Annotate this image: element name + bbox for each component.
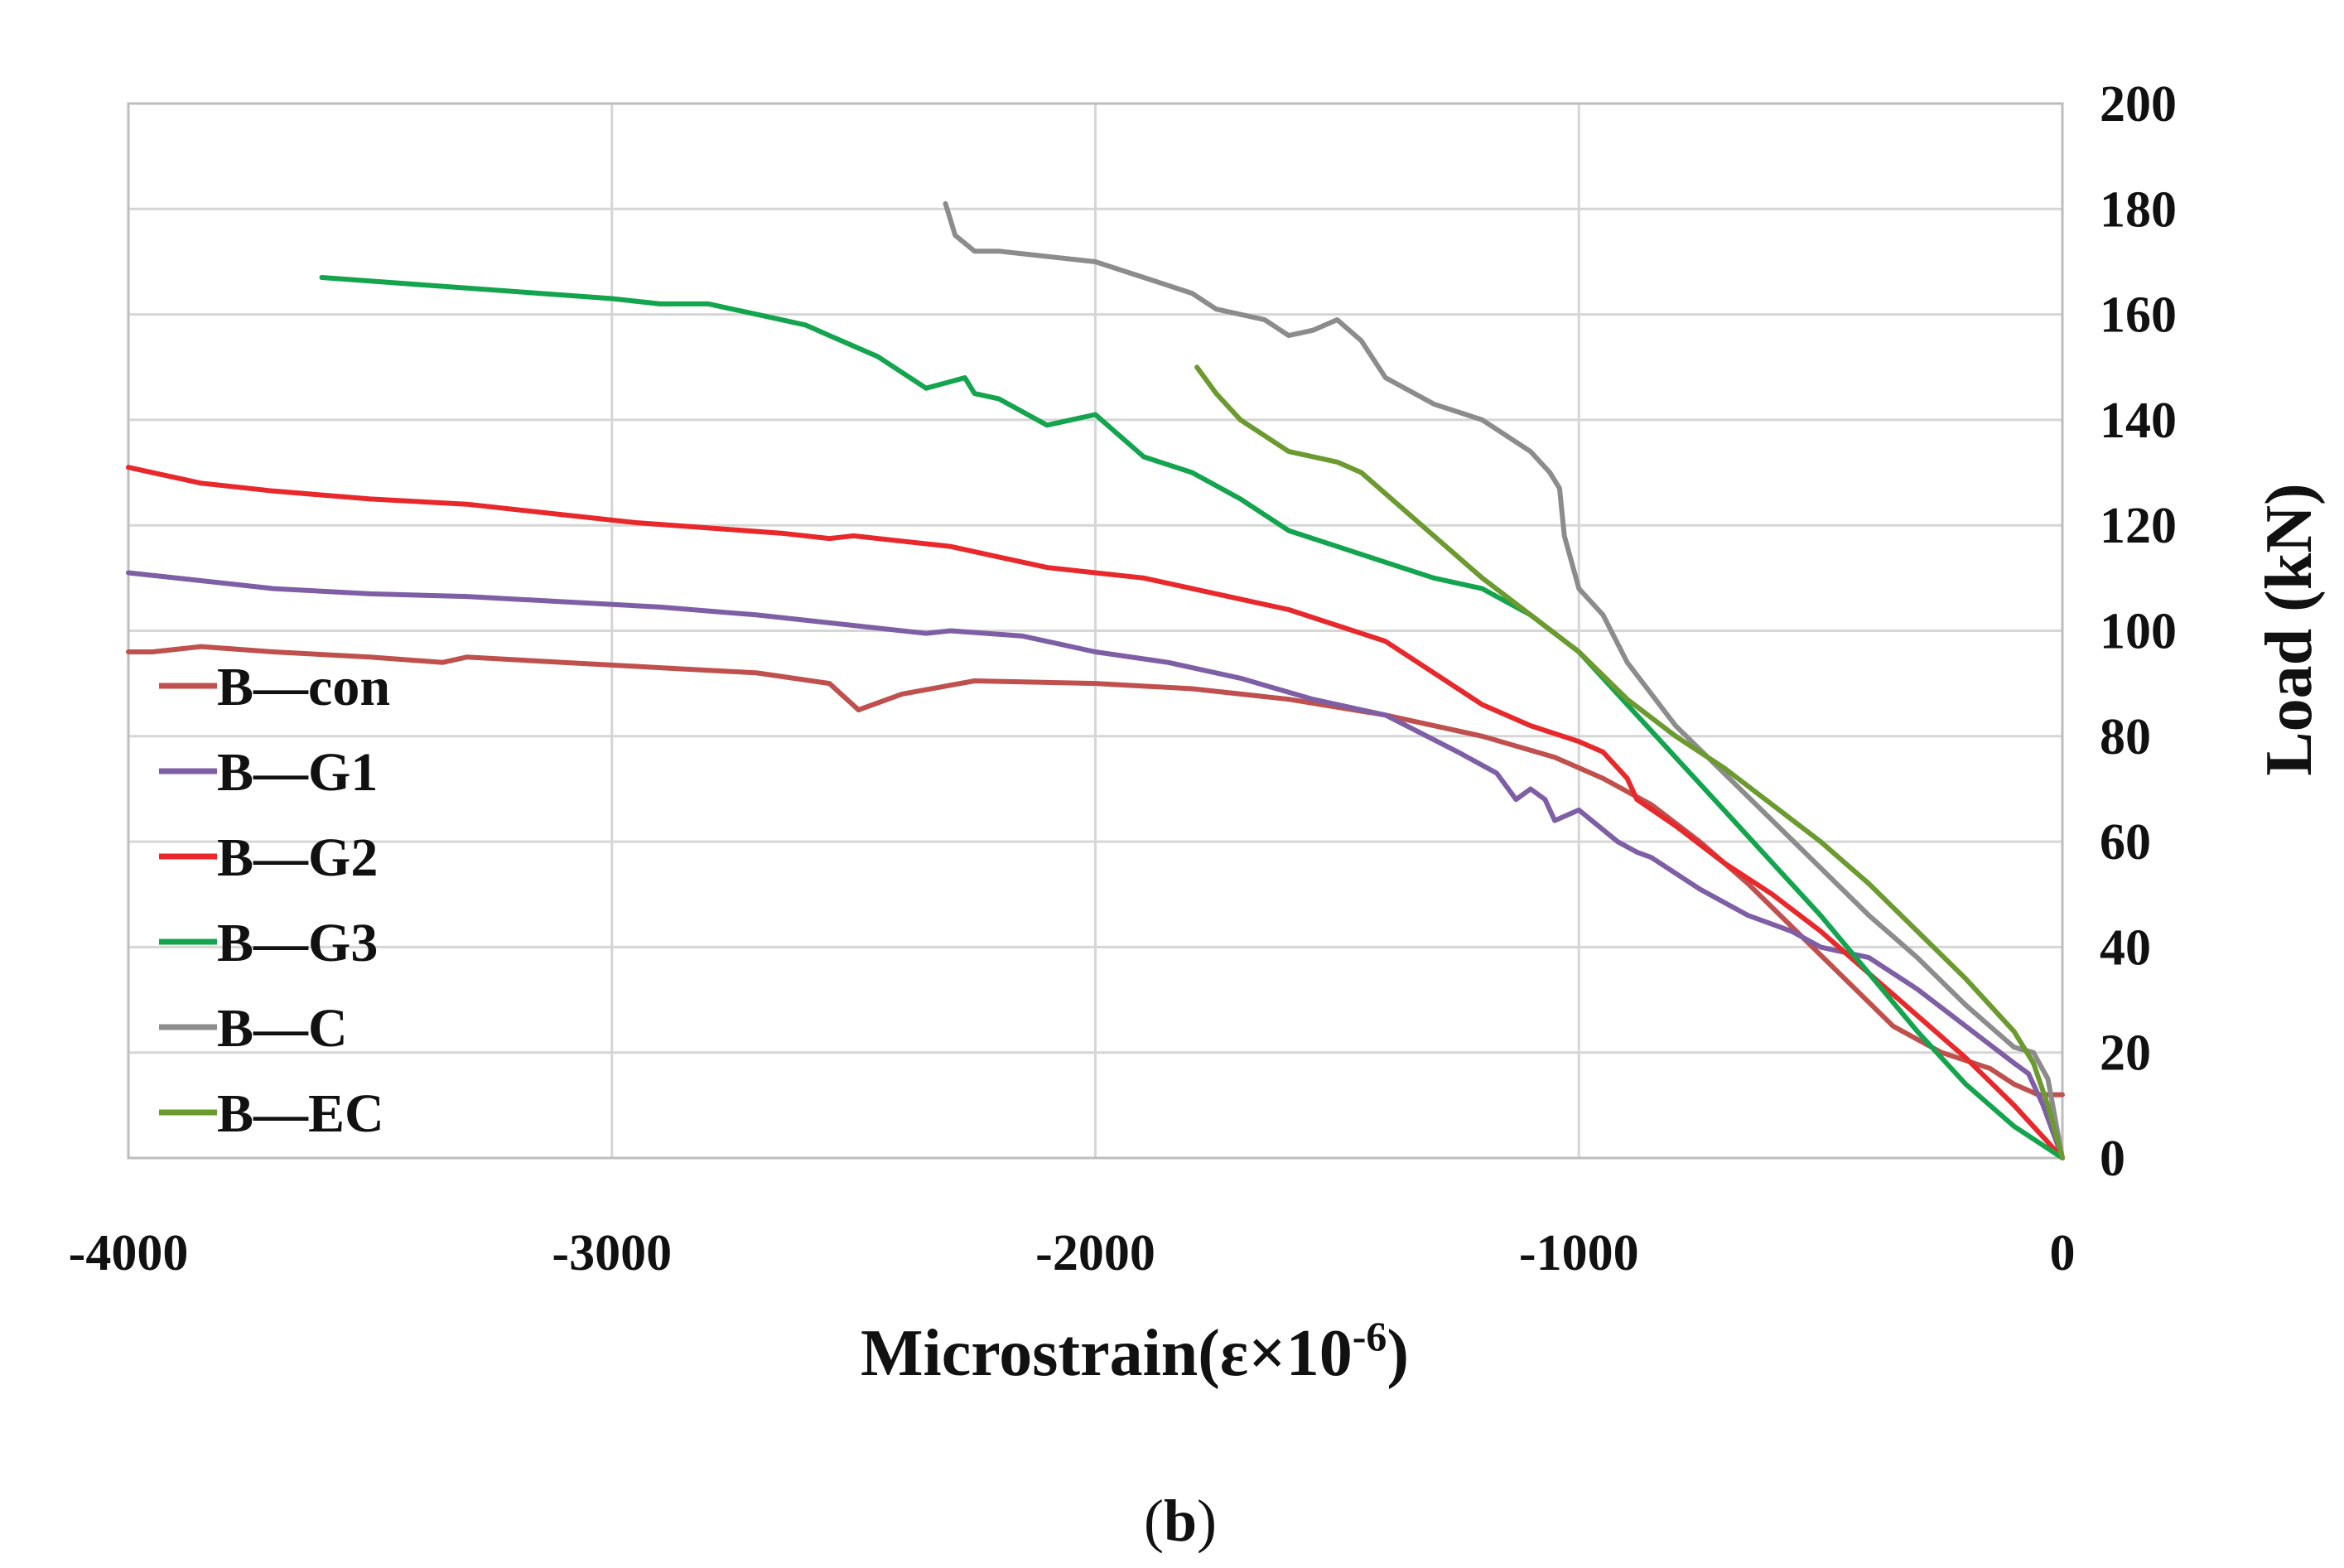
x-tick-label: -4000 — [69, 1225, 189, 1281]
series-line — [1194, 364, 2065, 1160]
figure-caption: (b) — [1144, 1488, 1217, 1554]
x-tick-label: -3000 — [552, 1225, 672, 1281]
y-tick-label: 60 — [2100, 814, 2151, 871]
y-tick-labels: 0 20 40 60 80 100 120 140 160 180 200 — [2100, 76, 2177, 1187]
y-tick-label: 20 — [2100, 1025, 2151, 1082]
series-line — [943, 200, 2065, 1160]
series-line — [126, 644, 2065, 1098]
y-tick-label: 200 — [2100, 76, 2177, 133]
caption-close: ) — [1197, 1488, 1217, 1554]
y-axis-title: Load (kN) — [2253, 483, 2326, 775]
legend-label: B—G2 — [217, 827, 378, 888]
legend-label: B—C — [217, 998, 348, 1059]
legend-label: B—G1 — [217, 742, 378, 803]
y-tick-label: 120 — [2100, 498, 2177, 554]
caption-label: b — [1164, 1488, 1197, 1554]
caption-open: ( — [1144, 1488, 1164, 1554]
legend: B—con B—G1 B—G2 B—G3 B—C B—EC — [159, 657, 390, 1144]
series-line — [126, 570, 2065, 1160]
y-tick-label: 80 — [2100, 709, 2151, 765]
series-line — [319, 275, 2065, 1160]
y-tick-label: 0 — [2100, 1131, 2125, 1187]
x-axis-title-close: ) — [1387, 1317, 1409, 1390]
x-tick-labels: -4000 -3000 -2000 -1000 0 — [69, 1225, 2076, 1281]
y-tick-label: 40 — [2100, 919, 2151, 976]
x-tick-label: -2000 — [1035, 1225, 1155, 1281]
series-layer — [126, 200, 2065, 1160]
series-line — [126, 465, 2065, 1160]
x-axis-title-exponent: -6 — [1353, 1313, 1387, 1359]
legend-label: B—con — [217, 657, 390, 717]
plot-border — [127, 102, 2064, 1160]
x-axis-title-text: Microstrain(ε×10 — [861, 1317, 1353, 1390]
legend-label: B—G3 — [217, 913, 378, 973]
y-tick-label: 140 — [2100, 393, 2177, 449]
y-tick-label: 100 — [2100, 604, 2177, 660]
x-axis-title: Microstrain(ε×10-6) — [861, 1313, 1409, 1390]
x-tick-label: 0 — [2050, 1225, 2076, 1281]
y-tick-label: 160 — [2100, 287, 2177, 344]
legend-label: B—EC — [217, 1083, 384, 1144]
y-tick-label: 180 — [2100, 181, 2177, 238]
x-tick-label: -1000 — [1519, 1225, 1639, 1281]
